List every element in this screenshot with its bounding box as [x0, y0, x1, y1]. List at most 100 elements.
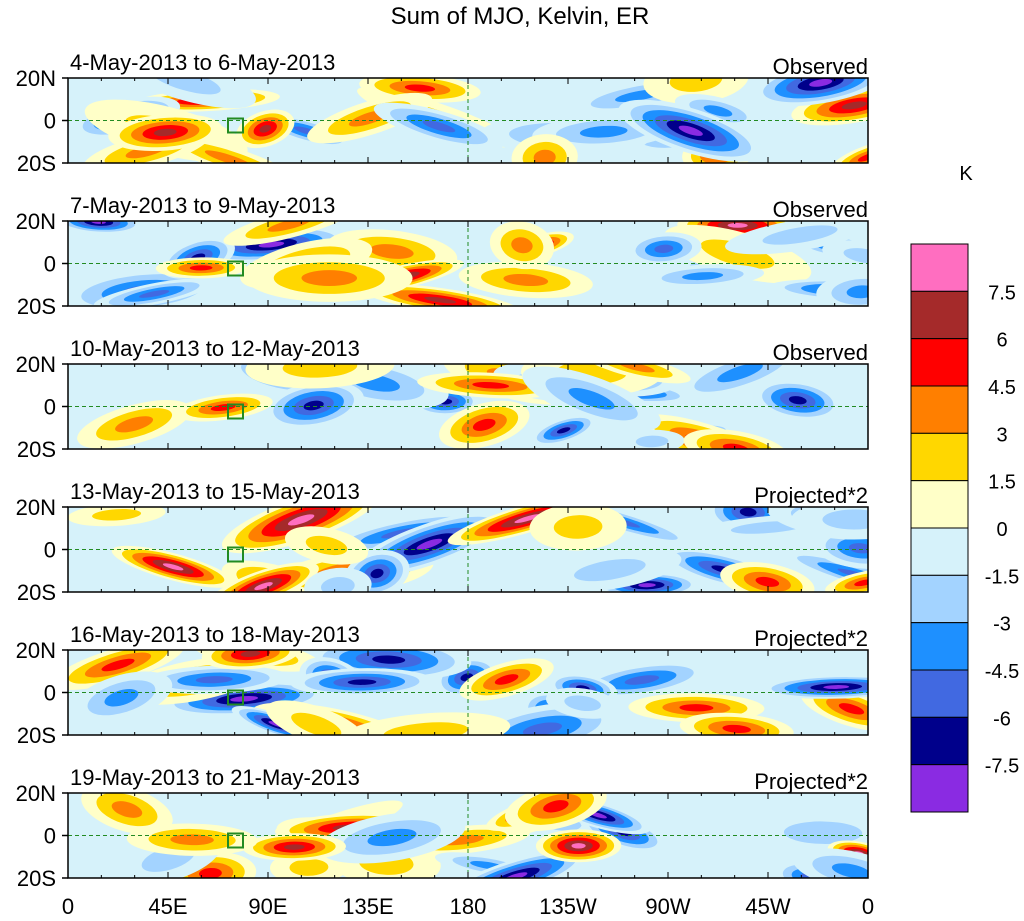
anomaly-contour: [841, 101, 867, 110]
colorbar-label: 4.5: [988, 377, 1016, 399]
panel-type-tag: Observed: [773, 197, 868, 222]
anomaly-contour: [254, 582, 273, 591]
anomaly-contour: [370, 568, 384, 579]
colorbar-swatch: [910, 764, 969, 813]
anomaly-contour: [843, 248, 868, 264]
anomaly-contour: [678, 125, 703, 136]
anomaly-contour: [574, 558, 646, 582]
anomaly-contour: [571, 843, 586, 849]
anomaly-contour: [502, 872, 528, 878]
panel-type-tag: Observed: [773, 54, 868, 79]
anomaly-contour: [755, 576, 780, 587]
anomaly-contour: [204, 150, 252, 163]
anomaly-contour: [543, 800, 569, 813]
anomaly-contour: [115, 416, 154, 433]
anomaly-contour: [579, 125, 628, 138]
reference-box: [227, 832, 244, 849]
lat-tick-label: 20S: [17, 437, 56, 462]
lon-tick-label: 45E: [148, 894, 187, 919]
anomaly-contour: [195, 676, 233, 684]
lat-tick-label: 20S: [17, 294, 56, 319]
panel-type-tag: Observed: [773, 340, 868, 365]
anomaly-contour: [857, 153, 868, 162]
reference-box: [227, 403, 244, 420]
colorbar-swatch: [910, 622, 969, 671]
panel-date-label: 7-May-2013 to 9-May-2013: [70, 193, 335, 218]
anomaly-contour: [472, 382, 510, 389]
anomaly-contour: [717, 364, 763, 383]
lat-tick-label: 0: [44, 252, 56, 277]
lat-tick-label: 0: [44, 538, 56, 563]
anomaly-contour: [533, 149, 556, 163]
anomaly-contour: [838, 703, 865, 715]
anomaly-contour: [809, 79, 833, 87]
anomaly-contour: [370, 244, 414, 259]
anomaly-contour: [301, 270, 358, 287]
panel-4: 13-May-2013 to 15-May-2013 Projected*2 20N…: [16, 479, 869, 605]
anomaly-contour: [150, 78, 221, 95]
anomaly-contour: [416, 538, 443, 550]
colorbar-swatch: [910, 480, 969, 529]
panel-type-tag: Projected*2: [754, 769, 868, 794]
anomaly-contour: [230, 695, 259, 702]
anomaly-contour: [91, 221, 106, 224]
lon-tick-label: 135W: [539, 894, 597, 919]
anomaly-contour: [422, 120, 456, 133]
panel-date-label: 4-May-2013 to 6-May-2013: [70, 50, 335, 75]
lon-tick-label: 90W: [645, 894, 690, 919]
colorbar-label: 6: [996, 330, 1007, 352]
anomaly-contour: [638, 583, 656, 588]
lat-tick-label: 20N: [16, 352, 56, 377]
colorbar-swatch: [910, 338, 969, 387]
anomaly-contour: [101, 658, 135, 672]
lon-tick-label: 0: [62, 894, 74, 919]
lat-tick-label: 20S: [17, 151, 56, 176]
anomaly-contour: [367, 828, 417, 847]
lat-tick-label: 0: [44, 395, 56, 420]
anomaly-contour: [240, 650, 261, 657]
reference-box: [227, 546, 244, 563]
anomaly-contour: [682, 272, 724, 281]
colorbar-swatch: [910, 574, 969, 624]
lat-tick-label: 0: [44, 681, 56, 706]
anomaly-contour: [822, 509, 868, 530]
reference-box: [227, 260, 244, 277]
anomaly-contour: [282, 364, 358, 378]
panel-3: 10-May-2013 to 12-May-2013 Observed 20N 0 20…: [16, 336, 869, 462]
panel-date-label: 10-May-2013 to 12-May-2013: [70, 336, 360, 361]
anomaly-contour: [139, 290, 170, 298]
panel-5: 16-May-2013 to 18-May-2013 Projected*2 20N…: [16, 622, 869, 748]
chart-title: Sum of MJO, Kelvin, ER: [391, 3, 650, 30]
reference-box: [227, 689, 244, 706]
anomaly-contour: [514, 514, 542, 523]
anomaly-contour: [556, 427, 571, 434]
colorbar-label: 3: [996, 424, 1007, 446]
colorbar-label: 7.5: [988, 282, 1016, 304]
anomaly-contour: [503, 273, 549, 287]
lat-tick-label: 20S: [17, 580, 56, 605]
anomaly-contour: [700, 239, 775, 269]
anomaly-contour: [104, 689, 139, 707]
lat-tick-label: 0: [44, 109, 56, 134]
colorbar-label: -1.5: [985, 566, 1019, 588]
anomaly-contour: [635, 435, 669, 448]
colorbar-label: -7.5: [985, 756, 1019, 778]
colorbar-label: -3: [993, 614, 1011, 636]
anomaly-contour: [783, 821, 863, 844]
panel-date-label: 16-May-2013 to 18-May-2013: [70, 622, 360, 647]
anomaly-contour: [739, 507, 757, 517]
anomaly-contour: [848, 543, 868, 554]
anomaly-contour: [198, 867, 222, 878]
panel-type-tag: Projected*2: [754, 626, 868, 651]
colorbar-swatch: [910, 432, 969, 482]
lon-tick-label: 180: [450, 894, 487, 919]
anomaly-contour: [305, 535, 348, 556]
anomaly-contour: [383, 722, 468, 735]
lon-tick-label: 135E: [342, 894, 393, 919]
anomaly-contour: [703, 105, 733, 117]
anomaly-contour: [854, 579, 868, 587]
anomaly-contour: [762, 225, 838, 245]
colorbar-swatch: [910, 385, 969, 434]
anomaly-contour: [210, 404, 236, 412]
lon-tick-label: 0: [862, 894, 874, 919]
